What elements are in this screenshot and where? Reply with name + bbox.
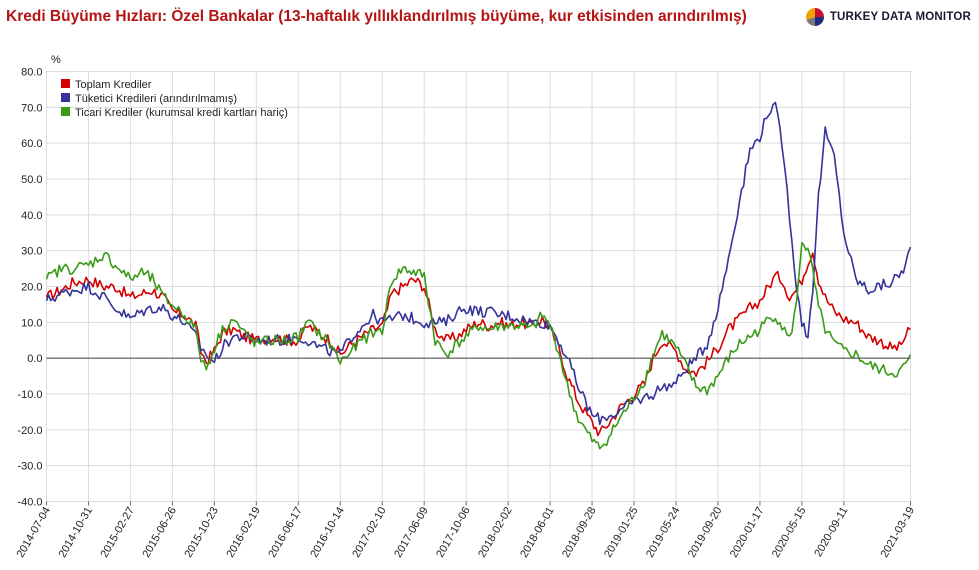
x-tick-label: 2021-03-19: [879, 505, 918, 560]
y-tick-label: -10.0: [17, 389, 42, 401]
x-tick-label: 2020-01-17: [728, 505, 767, 560]
series-line-2: [45, 101, 912, 426]
x-tick-label: 2017-06-09: [392, 505, 431, 560]
y-axis-ticks: 80.0 70.0 60.0 50.0 40.0 30.0 20.0 10.0 0.0 -10.0…: [17, 67, 42, 509]
brand-logo: TURKEY DATA MONITOR: [805, 7, 971, 27]
y-tick-label: 40.0: [21, 210, 42, 222]
x-tick-label: 2016-10-14: [308, 505, 347, 560]
x-axis-ticks: 2014-07-04 2014-10-31 2015-02-27 2015-06-26…: [15, 501, 918, 560]
y-tick-label: 0.0: [27, 353, 42, 365]
series-lines: [45, 101, 912, 450]
y-tick-label: 70.0: [21, 102, 42, 114]
x-tick-label: 2017-10-06: [434, 505, 473, 560]
legend-label: Tüketici Kredileri (arındırılmamış): [75, 93, 237, 105]
x-tick-label: 2014-10-31: [57, 505, 96, 560]
y-tick-label: 80.0: [21, 67, 42, 79]
x-tick-label: 2017-02-10: [350, 505, 389, 560]
x-tick-label: 2015-06-26: [140, 505, 179, 560]
y-tick-label: 50.0: [21, 174, 42, 186]
brand-name: TURKEY DATA MONITOR: [829, 11, 971, 23]
y-tick-label: -20.0: [17, 425, 42, 437]
legend-swatch: [61, 79, 70, 88]
x-tick-label: 2019-09-20: [686, 505, 725, 560]
y-tick-label: 30.0: [21, 246, 42, 258]
x-tick-label: 2019-05-24: [644, 505, 683, 560]
logo-slice: [814, 17, 824, 26]
x-tick-label: 2018-02-02: [476, 505, 515, 560]
legend-label: Toplam Krediler: [75, 79, 152, 91]
legend-swatch: [61, 93, 70, 102]
x-tick-label: 2019-01-25: [602, 505, 641, 560]
x-tick-label: 2015-10-23: [182, 505, 221, 560]
series-line-3: [45, 242, 912, 450]
y-tick-label: 60.0: [21, 138, 42, 150]
x-tick-label: 2020-09-11: [812, 505, 850, 559]
x-tick-label: 2016-06-17: [266, 505, 305, 560]
x-tick-label: 2016-02-19: [224, 505, 263, 560]
y-tick-label: -40.0: [17, 497, 42, 509]
y-tick-label: 20.0: [21, 282, 42, 294]
x-tick-label: 2015-02-27: [98, 505, 137, 560]
legend-label: Ticari Krediler (kurumsal kredi kartları…: [75, 107, 288, 119]
x-tick-label: 2018-09-28: [560, 505, 599, 560]
y-tick-label: -30.0: [17, 461, 42, 473]
legend: Toplam Krediler Tüketici Kredileri (arınd…: [61, 79, 288, 119]
logo-slice: [806, 17, 815, 26]
legend-swatch: [61, 107, 70, 116]
pie-logo-icon: [805, 8, 824, 26]
x-tick-label: 2018-06-01: [518, 505, 557, 560]
x-tick-label: 2020-05-15: [770, 505, 809, 560]
y-axis-unit: %: [51, 54, 61, 66]
logo-slice: [814, 8, 824, 17]
series-line-1: [45, 252, 911, 437]
x-tick-label: 2014-07-04: [15, 505, 54, 560]
chart-title: Kredi Büyüme Hızları: Özel Bankalar (13-…: [6, 8, 747, 25]
y-tick-label: 10.0: [21, 317, 42, 329]
logo-slice: [805, 8, 815, 20]
